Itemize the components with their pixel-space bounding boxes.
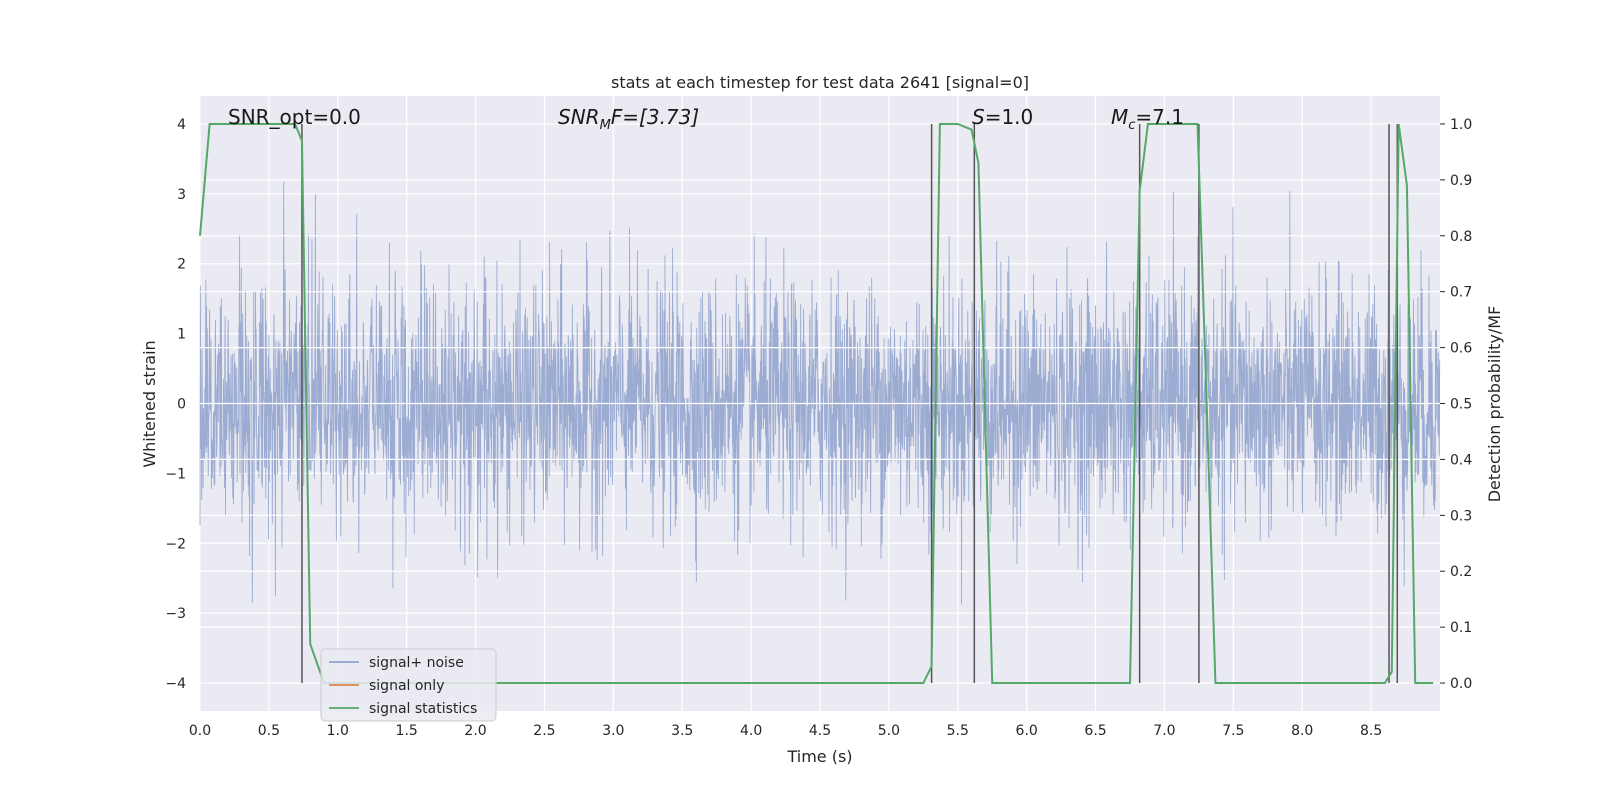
y-axis-ticks: 4 3 2 1 0 −1 −2 −3 −4 [165,117,186,692]
x-axis-label: Time (s) [786,747,852,766]
annotation-mc-sub: c [1128,118,1135,133]
x-tick-label: 4.0 [740,723,762,739]
y-tick-label: −2 [165,536,186,552]
right-tick-label: 0.9 [1450,173,1472,189]
right-axis-ticks: 1.0 0.9 0.8 0.7 0.6 0.5 0.4 0.3 0.2 0.1 0.0 [1440,117,1472,692]
x-axis-ticks: 0.0 0.5 1.0 1.5 2.0 2.5 3.0 3.5 4.0 4.5 5.0 5.5 6.0 6… [189,723,1382,739]
x-tick-label: 7.0 [1153,723,1175,739]
right-tick-label: 0.2 [1450,564,1472,580]
x-tick-label: 2.5 [533,723,555,739]
y-axis-label: Whitened strain [140,340,159,467]
legend-label-signal-only: signal only [369,678,444,694]
x-tick-label: 0.0 [189,723,211,739]
x-tick-label: 5.5 [947,723,969,739]
y-tick-label: 2 [177,257,186,273]
right-tick-label: 0.5 [1450,397,1472,413]
x-tick-label: 2.0 [464,723,486,739]
x-tick-label: 1.0 [327,723,349,739]
x-tick-label: 4.5 [809,723,831,739]
y-tick-label: 3 [177,187,186,203]
right-tick-label: 0.3 [1450,508,1472,524]
x-tick-label: 8.0 [1291,723,1313,739]
x-tick-label: 6.5 [1084,723,1106,739]
right-tick-label: 0.7 [1450,285,1472,301]
annotation-snr-opt: SNR_opt=0.0 [228,105,361,129]
annotation-s-symbol: S [972,105,985,129]
vertical-markers [301,123,1399,684]
x-tick-label: 3.5 [671,723,693,739]
x-tick-label: 8.5 [1360,723,1382,739]
annotation-snr-mf-sub: M [600,118,611,133]
right-tick-label: 0.0 [1450,676,1472,692]
y-tick-label: 0 [177,397,186,413]
annotation-mc-symbol: M [1111,105,1128,129]
x-tick-label: 7.5 [1222,723,1244,739]
x-tick-label: 1.5 [396,723,418,739]
annotation-snr-mf: SNRMF=[3.73] [558,105,699,133]
chart-title: stats at each timestep for test data 264… [611,73,1029,92]
annotation-mc-value: =7.1 [1135,105,1184,129]
annotation-s-value: =1.0 [985,105,1034,129]
x-tick-label: 3.0 [602,723,624,739]
legend: signal+ noise signal only signal statist… [320,648,497,722]
right-tick-label: 0.8 [1450,229,1472,245]
annotation-snr-mf-rest: F=[3.73] [611,105,699,129]
annotation-s: S=1.0 [972,105,1033,129]
legend-box [320,648,497,722]
annotation-snr-mf-base: SNR [558,105,600,129]
series-signal-statistics [199,122,1434,685]
y-tick-label: 4 [177,117,186,133]
right-tick-label: 1.0 [1450,117,1472,133]
y-tick-label: 1 [177,327,186,343]
legend-label-signal-plus-noise: signal+ noise [369,655,464,671]
y-tick-label: −4 [165,676,186,692]
y-tick-label: −1 [165,466,186,482]
annotation-mc: Mc=7.1 [1111,105,1184,133]
signal-plus-noise-line [199,182,1441,605]
signal-statistics-line [199,122,1434,685]
legend-label-signal-statistics: signal statistics [369,701,477,717]
x-tick-label: 5.0 [878,723,900,739]
right-y-axis-label: Detection probability/MF [1485,306,1504,503]
right-tick-label: 0.4 [1450,452,1472,468]
right-tick-label: 0.1 [1450,620,1472,636]
x-tick-label: 0.5 [258,723,280,739]
right-tick-label: 0.6 [1450,341,1472,357]
x-tick-label: 6.0 [1016,723,1038,739]
right-axis-grid [200,123,1440,684]
y-tick-label: −3 [165,606,186,622]
